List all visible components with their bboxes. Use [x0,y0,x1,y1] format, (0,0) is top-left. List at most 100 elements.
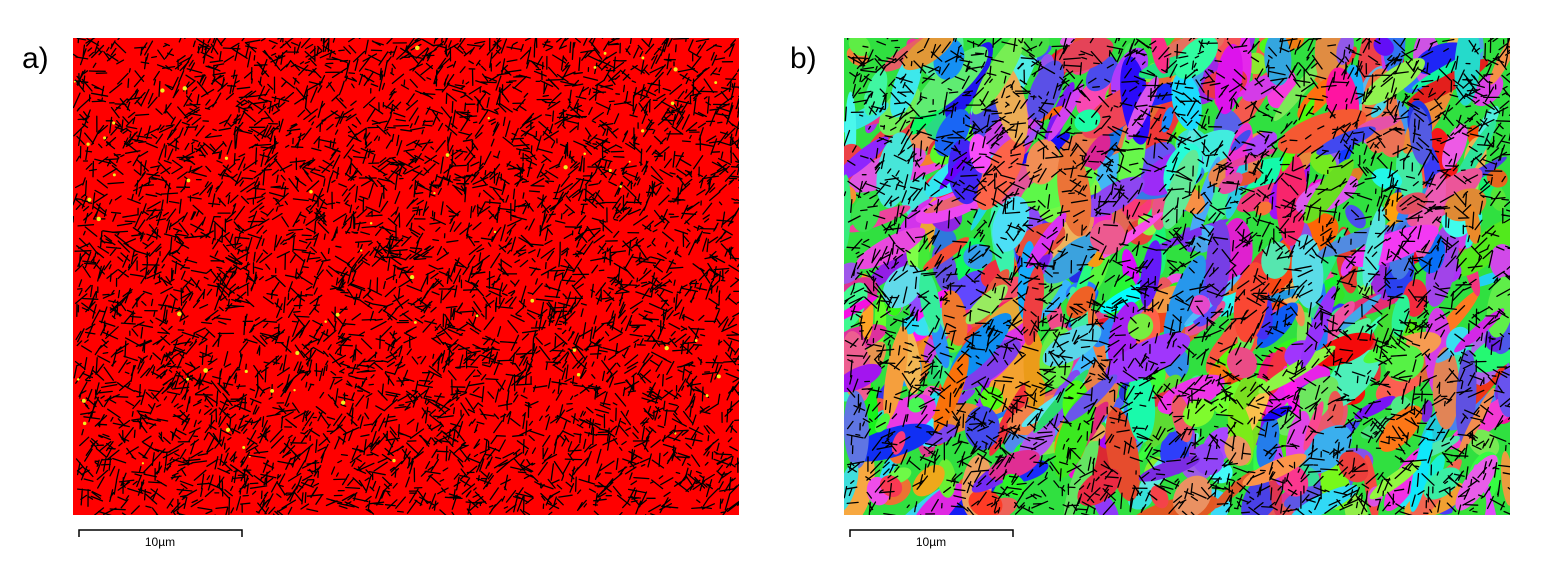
second-phase [87,197,92,202]
grain [919,269,941,333]
grain [1150,485,1169,509]
grain [1083,134,1111,174]
panel-label: b) [790,42,817,75]
grain [891,431,906,455]
phase-map [73,38,739,515]
grain [844,262,860,284]
grain [1337,294,1382,332]
grain [1192,443,1224,476]
second-phase [177,311,182,317]
second-phase [603,51,607,55]
second-phase [694,339,698,342]
grain [1385,345,1424,382]
second-phase [86,142,90,146]
grain [1432,347,1460,430]
grain [1354,395,1396,420]
second-phase [324,320,327,323]
grain [1489,244,1510,280]
second-phase [619,185,623,188]
grain [883,326,909,421]
grain [1276,151,1307,246]
second-phase [244,369,248,374]
second-phase [572,348,577,352]
second-phase [182,86,187,91]
second-phase [335,312,340,317]
second-phase [664,345,669,351]
second-phase [295,351,300,356]
grain [989,374,1034,456]
grain [909,483,968,515]
grain [844,136,889,183]
second-phase [369,222,373,225]
second-phase [608,168,612,173]
second-phase [309,189,313,194]
second-phase [415,45,420,51]
grain [1023,328,1046,414]
grain [1163,255,1206,342]
orientation-map [844,38,1510,515]
grain [1500,451,1510,506]
grain [1225,148,1278,168]
second-phase [576,373,581,377]
grain [1290,485,1358,515]
second-phase [248,455,251,458]
grain [844,363,882,393]
grain [864,69,888,116]
grain [968,489,1003,515]
second-phase [628,160,631,163]
second-phase [409,275,415,280]
grain [1441,123,1468,170]
second-phase [673,67,678,72]
grain [1013,38,1050,58]
second-phase [81,398,86,403]
grain-boundaries [73,38,739,515]
second-phase [96,216,101,222]
second-phase [413,320,417,324]
grain [1230,129,1251,152]
second-phase [224,156,229,160]
second-phase [493,230,497,234]
second-phase [242,445,246,449]
second-phase [475,314,479,318]
second-phase [186,377,190,381]
grain [1047,83,1084,142]
grain [953,339,1021,391]
second-phase [714,81,718,85]
second-phase [73,80,76,83]
grain [1340,254,1355,277]
grain [1497,369,1510,418]
second-phase [641,129,645,133]
second-phase [563,165,568,170]
second-phase [112,173,116,177]
scale-bar-label: 10µm [145,535,175,549]
grain [1063,436,1099,515]
second-phase [186,178,191,183]
grain [1255,201,1272,216]
second-phase [293,388,296,392]
scale-bar-label: 10µm [916,535,946,549]
grain [1345,204,1366,229]
second-phase [141,462,145,465]
second-phase [705,394,709,398]
second-phase [103,136,107,140]
second-phase [445,153,450,157]
second-phase [112,121,116,125]
second-phase [670,101,675,106]
second-phase [392,458,396,463]
second-phase [641,56,645,60]
grain [848,38,871,56]
grain [1241,75,1277,102]
second-phase [593,65,597,69]
second-phase [674,432,677,435]
second-phase [160,88,165,93]
grain [1395,146,1423,206]
second-phase [225,427,231,433]
second-phase [341,400,346,405]
grain [1044,234,1100,284]
second-phase [76,378,80,381]
second-phase [487,116,490,120]
second-phase [530,298,535,303]
second-phase [583,152,587,156]
